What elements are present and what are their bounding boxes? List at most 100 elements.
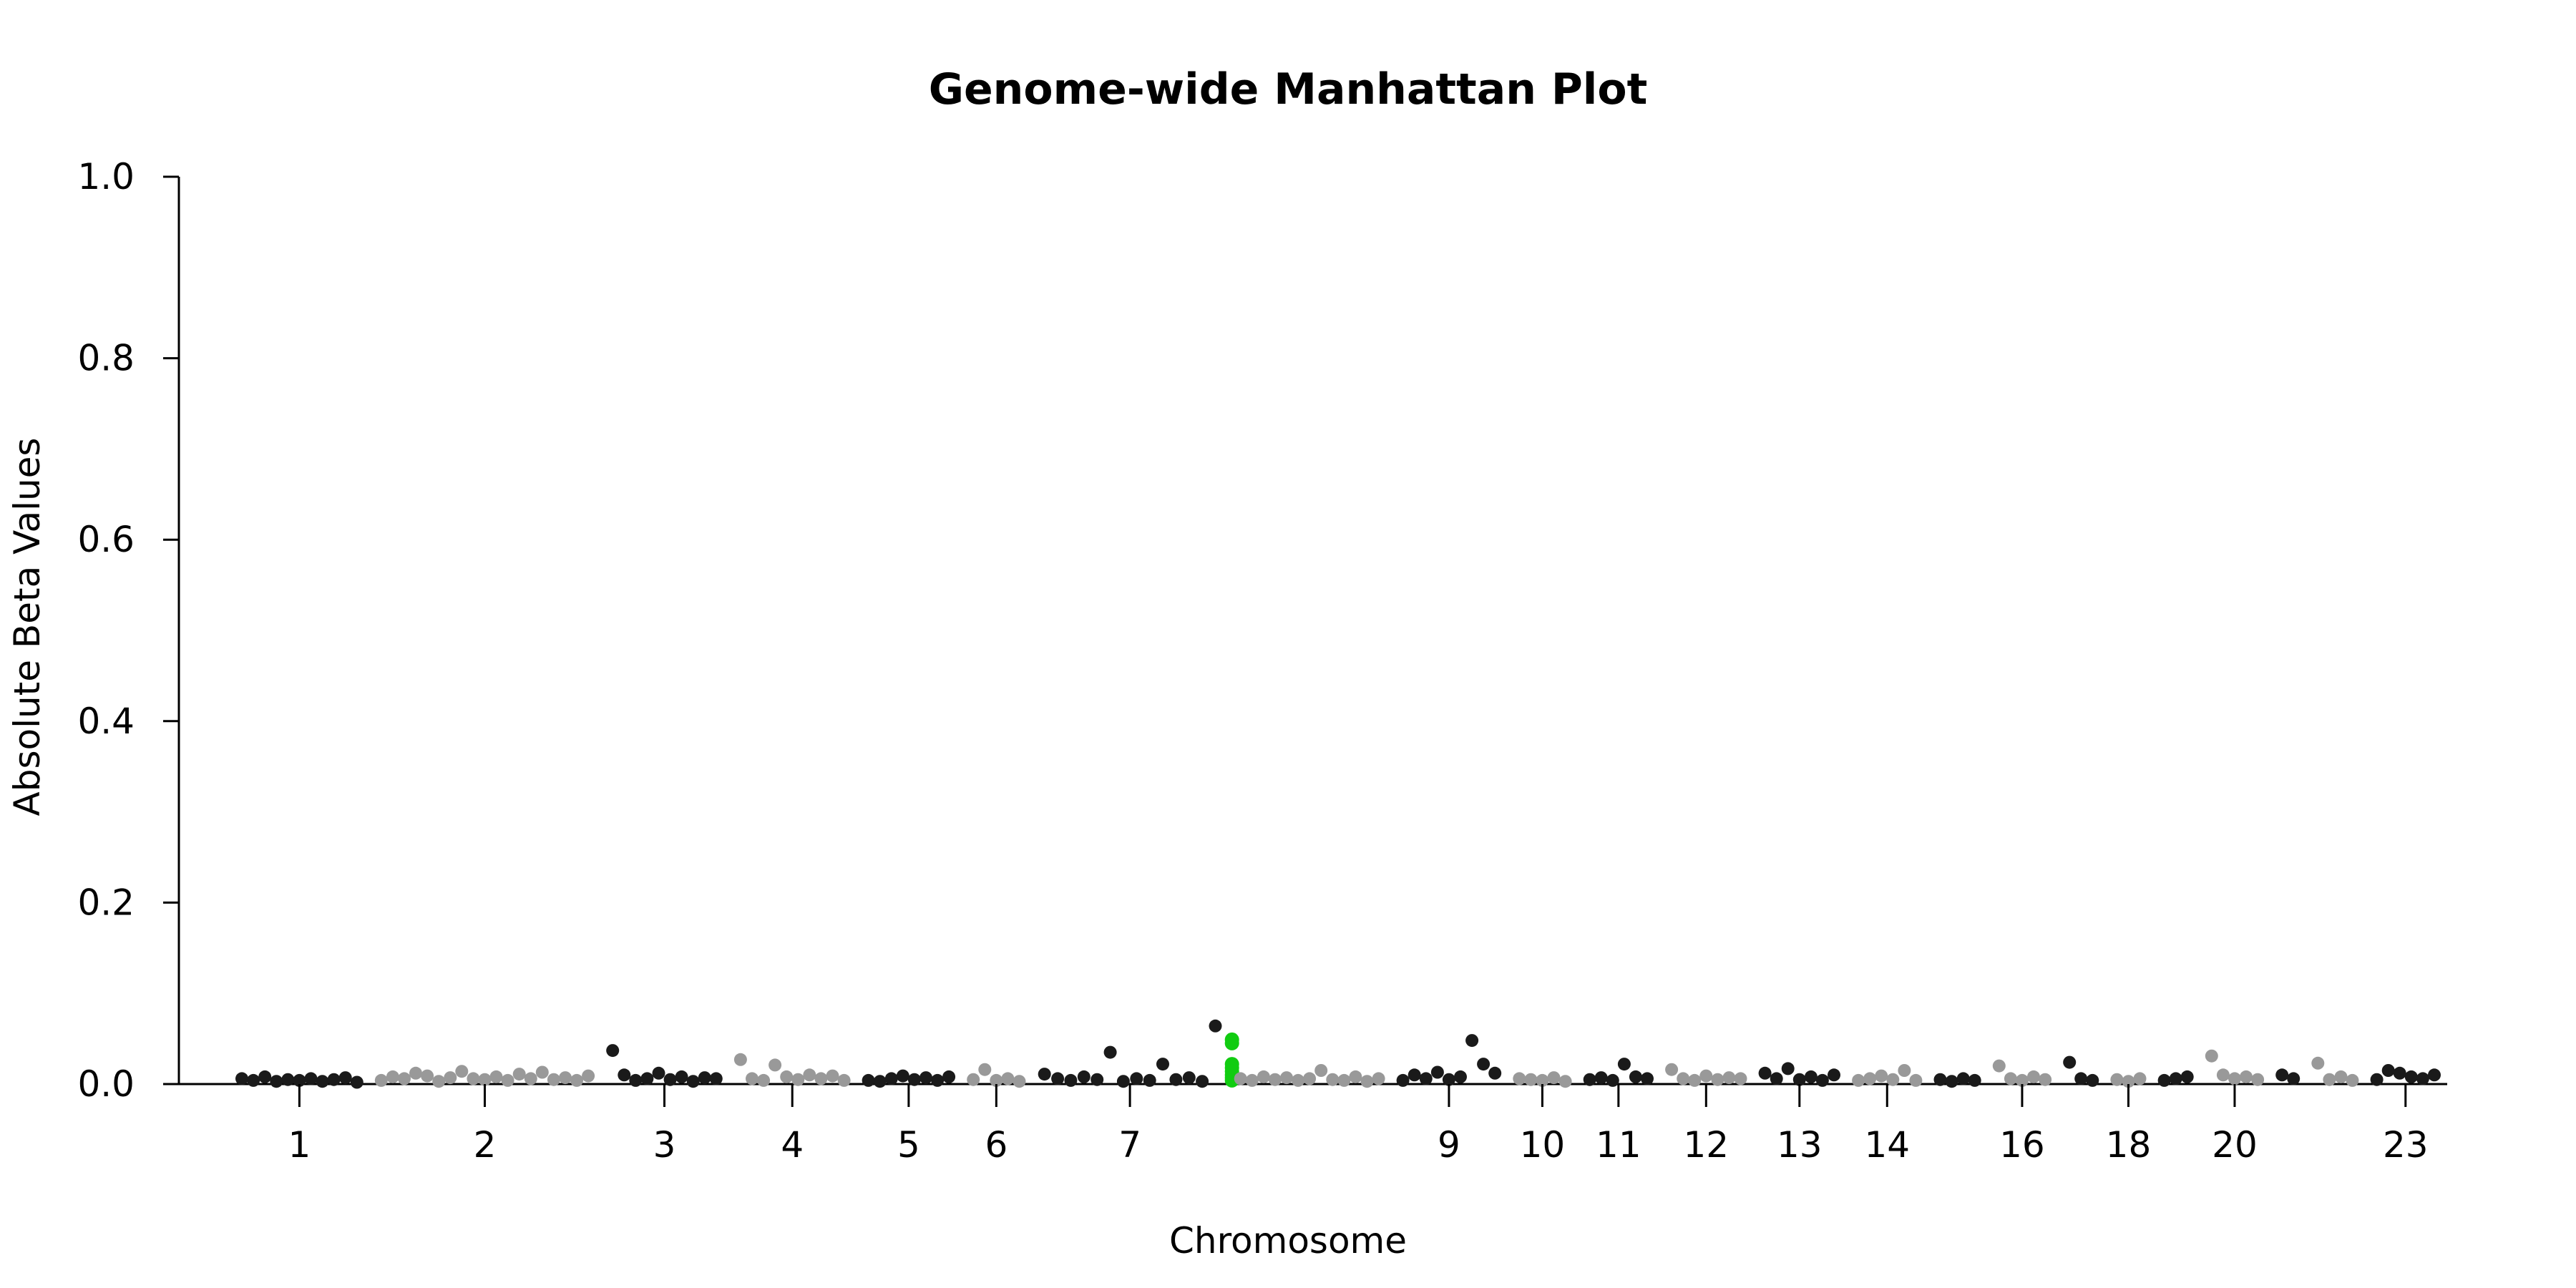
data-point (1933, 1073, 1947, 1086)
data-point (2428, 1068, 2441, 1082)
data-point (1770, 1072, 1783, 1085)
data-point (2404, 1070, 2418, 1083)
data-point (2016, 1073, 2029, 1087)
data-point (1792, 1073, 1806, 1086)
data-point (2334, 1070, 2348, 1083)
data-point (1898, 1064, 1911, 1077)
x-tick-label: 13 (1777, 1124, 1823, 1166)
data-point (1280, 1071, 1293, 1085)
data-point (907, 1073, 921, 1086)
data-point (1430, 1065, 1444, 1079)
data-point (1583, 1073, 1596, 1086)
data-point (489, 1070, 503, 1083)
data-point (1116, 1075, 1130, 1088)
data-point (1360, 1075, 1374, 1088)
data-point (746, 1072, 758, 1085)
data-point (1396, 1073, 1410, 1087)
x-tick-label: 10 (1520, 1124, 1566, 1166)
y-tick-label: 0.6 (77, 519, 135, 560)
data-point (547, 1073, 560, 1086)
data-point (919, 1071, 932, 1085)
data-point (2004, 1072, 2017, 1085)
data-point (2251, 1073, 2265, 1086)
data-point (1051, 1072, 1065, 1085)
data-point (1477, 1058, 1491, 1071)
data-point (512, 1068, 526, 1081)
data-point (2381, 1064, 2395, 1077)
data-point (769, 1058, 782, 1072)
data-point (1547, 1071, 1561, 1085)
x-tick-label: 14 (1864, 1124, 1910, 1166)
data-point (873, 1075, 887, 1088)
x-tick-label: 4 (781, 1124, 804, 1166)
data-point (1886, 1073, 1900, 1086)
data-point (1722, 1071, 1736, 1085)
data-point (837, 1073, 851, 1087)
data-point (1013, 1075, 1026, 1088)
data-point (1182, 1071, 1196, 1085)
data-point (1758, 1066, 1772, 1080)
data-point (2133, 1072, 2147, 1085)
data-point (2228, 1072, 2241, 1085)
data-point (1699, 1069, 1713, 1083)
data-point (1734, 1072, 1747, 1085)
y-tick-label: 0.8 (77, 338, 135, 379)
x-tick-label: 5 (897, 1124, 920, 1166)
data-point (1524, 1073, 1538, 1086)
data-point (990, 1073, 1003, 1087)
data-point (247, 1073, 260, 1087)
data-point (1804, 1070, 1818, 1083)
data-point (698, 1071, 711, 1085)
x-tick-label: 7 (1118, 1124, 1141, 1166)
data-point (1641, 1072, 1654, 1085)
chart-title: Genome-wide Manhattan Plot (928, 64, 1648, 114)
x-tick-label: 9 (1438, 1124, 1460, 1166)
data-point (663, 1073, 677, 1086)
data-point (2086, 1073, 2099, 1087)
data-point (432, 1075, 446, 1088)
x-tick-label: 2 (474, 1124, 497, 1166)
data-point (1617, 1058, 1631, 1071)
data-point (2169, 1072, 2182, 1085)
data-point (1594, 1071, 1608, 1085)
data-point (2027, 1070, 2040, 1083)
data-point (1372, 1072, 1385, 1085)
data-point (1488, 1066, 1502, 1080)
data-point (1677, 1072, 1690, 1085)
data-point (1314, 1064, 1328, 1077)
data-point (1992, 1059, 2006, 1073)
data-point (1143, 1073, 1156, 1087)
data-point (1454, 1070, 1467, 1083)
data-point (1156, 1058, 1169, 1071)
data-point (1629, 1070, 1642, 1083)
x-tick-label: 12 (1683, 1124, 1729, 1166)
data-point (803, 1068, 816, 1082)
y-tick-label: 1.0 (77, 156, 135, 197)
data-point (374, 1073, 388, 1087)
data-point (467, 1072, 480, 1085)
data-point (709, 1072, 723, 1085)
x-tick-label: 16 (1999, 1124, 2045, 1166)
data-point (1956, 1072, 1970, 1085)
data-point (2275, 1068, 2289, 1082)
data-point (2074, 1072, 2088, 1085)
data-point (1781, 1062, 1795, 1075)
data-point (1863, 1072, 1877, 1085)
data-point (791, 1073, 805, 1086)
data-point (1875, 1069, 1888, 1083)
data-point (1815, 1073, 1829, 1087)
data-point (1349, 1070, 1362, 1083)
data-point (814, 1072, 828, 1085)
x-tick-label: 23 (2383, 1124, 2429, 1166)
data-point (1606, 1073, 1619, 1087)
data-point (1688, 1073, 1702, 1087)
y-tick-label: 0.2 (77, 882, 135, 923)
data-point (1077, 1070, 1091, 1083)
data-point (757, 1073, 771, 1087)
data-point (884, 1072, 898, 1085)
data-point (2393, 1066, 2406, 1080)
data-point (978, 1063, 992, 1076)
data-point (640, 1072, 654, 1085)
